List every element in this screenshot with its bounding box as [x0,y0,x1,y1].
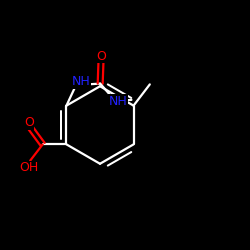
Text: O: O [96,50,106,62]
Text: OH: OH [19,161,38,174]
Text: O: O [24,116,34,129]
Text: NH: NH [109,94,128,108]
Text: NH: NH [72,76,90,88]
